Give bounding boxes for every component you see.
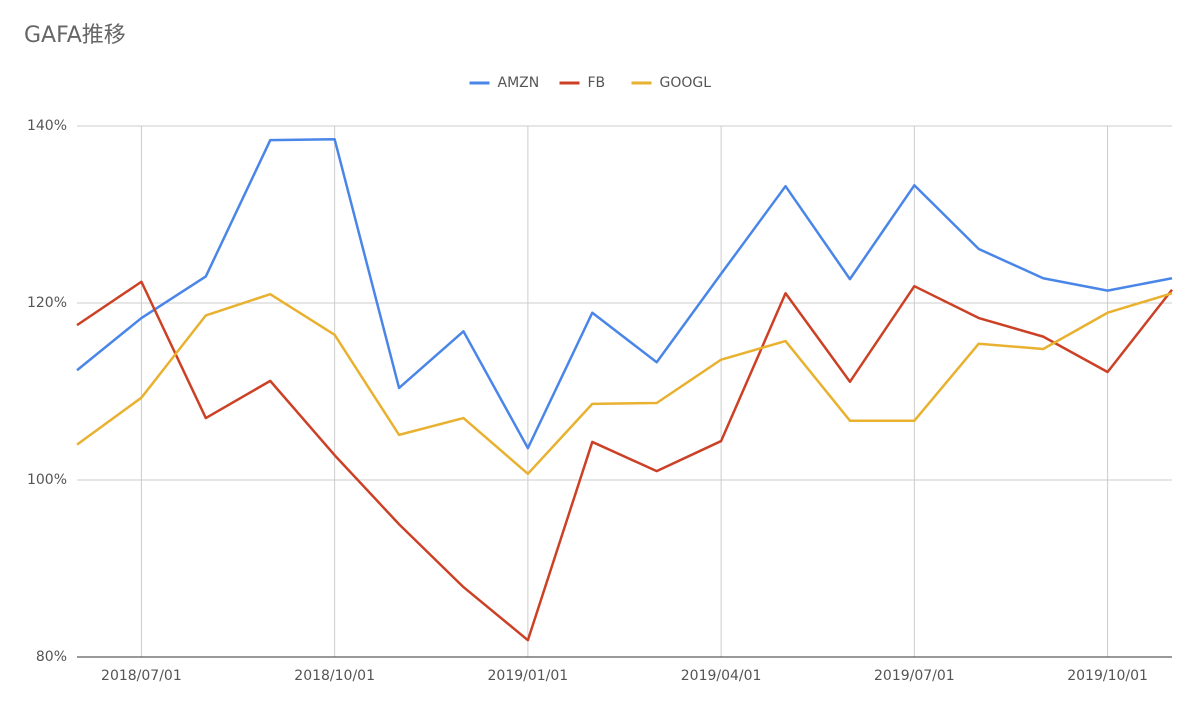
- y-tick-label: 100%: [27, 472, 67, 488]
- x-tick-label: 2018/07/01: [101, 668, 182, 684]
- line: [76, 138, 1173, 450]
- x-tick-label: 2019/07/01: [874, 668, 955, 684]
- x-tick-label: 2019/10/01: [1067, 668, 1148, 684]
- x-tick-label: 2018/10/01: [294, 668, 375, 684]
- x-tick-label: 2019/01/01: [488, 668, 569, 684]
- legend-label: AMZN: [498, 75, 540, 91]
- chart-title: GAFA推移: [24, 23, 126, 48]
- y-tick-label: 120%: [27, 295, 67, 311]
- x-tick-label: 2019/04/01: [681, 668, 762, 684]
- line: [76, 280, 1173, 642]
- y-tick-label: 80%: [36, 649, 67, 665]
- line: [76, 292, 1173, 476]
- y-tick-label: 140%: [27, 118, 67, 134]
- legend-label: FB: [588, 75, 606, 91]
- legend-label: GOOGL: [660, 75, 712, 91]
